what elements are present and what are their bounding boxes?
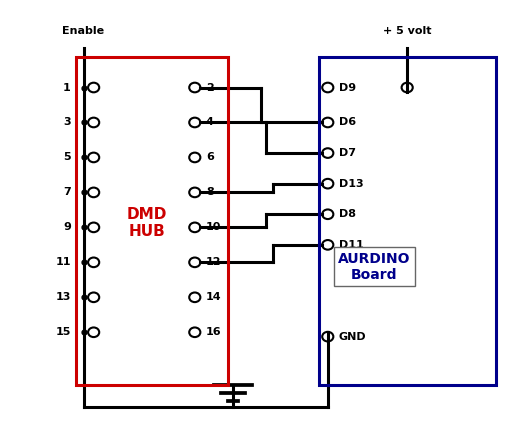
Text: 11: 11 xyxy=(55,257,71,267)
Text: 3: 3 xyxy=(63,117,71,128)
Text: 9: 9 xyxy=(63,223,71,232)
Text: DMD
HUB: DMD HUB xyxy=(126,207,167,239)
Text: 1: 1 xyxy=(63,83,71,92)
Text: 7: 7 xyxy=(63,187,71,198)
Text: 2: 2 xyxy=(206,83,214,92)
Bar xyxy=(319,57,496,385)
Text: D7: D7 xyxy=(339,148,356,158)
Bar xyxy=(76,57,228,385)
Text: D8: D8 xyxy=(339,209,356,219)
Text: + 5 volt: + 5 volt xyxy=(383,26,431,36)
Text: 10: 10 xyxy=(206,223,221,232)
Text: 16: 16 xyxy=(206,327,221,337)
Text: D6: D6 xyxy=(339,117,356,128)
Text: D9: D9 xyxy=(339,83,356,92)
Text: AURDINO
Board: AURDINO Board xyxy=(338,252,411,282)
Text: 8: 8 xyxy=(206,187,214,198)
Text: 13: 13 xyxy=(56,292,71,302)
Text: 5: 5 xyxy=(63,153,71,162)
Text: D13: D13 xyxy=(339,179,364,189)
Text: GND: GND xyxy=(339,332,366,342)
Text: 12: 12 xyxy=(206,257,221,267)
Text: 6: 6 xyxy=(206,153,214,162)
Text: Enable: Enable xyxy=(62,26,105,36)
Text: 4: 4 xyxy=(206,117,214,128)
Text: 15: 15 xyxy=(56,327,71,337)
Text: D11: D11 xyxy=(339,240,364,250)
Text: 14: 14 xyxy=(206,292,221,302)
